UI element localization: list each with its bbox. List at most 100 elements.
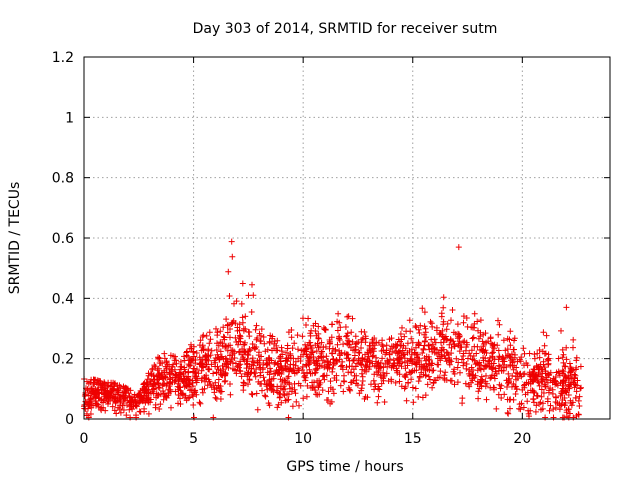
- data-point: [338, 349, 345, 356]
- data-point: [478, 362, 485, 369]
- data-point: [451, 366, 458, 373]
- data-point: [241, 370, 248, 377]
- data-point: [547, 369, 554, 376]
- data-point: [277, 358, 284, 365]
- data-point: [549, 386, 556, 393]
- data-point: [374, 399, 381, 406]
- data-point: [310, 322, 317, 329]
- data-point: [483, 350, 490, 356]
- data-point: [559, 390, 566, 397]
- data-point: [443, 336, 450, 343]
- data-point: [251, 370, 258, 377]
- data-point: [221, 336, 228, 343]
- data-point: [412, 385, 419, 392]
- data-point: [296, 402, 302, 409]
- x-tick-label: 5: [189, 431, 198, 447]
- data-point: [475, 395, 482, 402]
- data-point: [355, 349, 362, 356]
- data-point: [304, 369, 310, 376]
- data-point: [446, 358, 453, 364]
- data-point: [465, 355, 471, 362]
- data-point: [401, 385, 408, 392]
- data-point: [456, 333, 463, 339]
- data-point: [456, 348, 463, 355]
- data-point: [254, 357, 261, 364]
- data-point: [155, 381, 162, 387]
- data-point: [308, 345, 315, 352]
- data-point: [351, 372, 358, 379]
- data-point: [530, 366, 537, 373]
- data-point: [526, 413, 532, 420]
- data-point: [460, 353, 467, 359]
- data-point: [87, 396, 94, 403]
- data-point: [293, 398, 300, 405]
- data-point: [102, 385, 109, 392]
- data-point: [120, 392, 127, 399]
- data-point: [212, 394, 219, 401]
- data-point: [177, 363, 184, 370]
- data-point: [369, 339, 376, 346]
- data-point: [305, 361, 312, 368]
- data-point: [317, 353, 324, 360]
- data-point: [451, 381, 458, 388]
- data-point: [401, 351, 407, 358]
- data-point: [177, 401, 184, 407]
- data-point: [266, 339, 273, 346]
- data-point: [562, 379, 569, 386]
- data-point: [437, 368, 444, 375]
- data-point: [352, 346, 359, 353]
- data-point: [156, 385, 163, 391]
- data-point: [433, 327, 440, 334]
- data-point: [540, 390, 547, 396]
- data-point: [351, 352, 358, 359]
- data-point: [152, 401, 159, 408]
- data-point: [191, 353, 197, 360]
- data-point: [512, 383, 518, 390]
- data-point: [290, 367, 297, 374]
- data-point: [578, 384, 584, 391]
- data-point: [233, 370, 240, 377]
- data-point: [415, 393, 422, 400]
- data-point: [327, 384, 334, 391]
- data-point: [510, 346, 517, 353]
- data-point: [440, 294, 447, 301]
- data-point: [217, 348, 224, 355]
- data-points: [81, 238, 584, 421]
- data-point: [212, 379, 219, 386]
- data-point: [159, 360, 166, 367]
- data-point: [563, 356, 570, 363]
- data-point: [465, 381, 472, 388]
- data-point: [390, 363, 397, 370]
- data-point: [538, 406, 544, 413]
- data-point: [197, 400, 204, 407]
- data-point: [268, 382, 275, 389]
- y-tick-label: 0.4: [52, 291, 74, 307]
- data-point: [161, 350, 168, 357]
- data-point: [291, 340, 298, 347]
- data-point: [191, 414, 197, 421]
- data-point: [213, 369, 220, 376]
- data-point: [122, 385, 128, 392]
- data-point: [348, 379, 355, 386]
- data-point: [525, 380, 532, 387]
- data-point: [408, 376, 415, 383]
- data-point: [415, 378, 422, 385]
- data-point: [224, 322, 231, 329]
- data-point: [336, 319, 343, 326]
- y-tick-label: 1.2: [52, 50, 74, 66]
- data-point: [393, 367, 400, 374]
- data-point: [541, 364, 548, 371]
- data-point: [397, 360, 404, 367]
- data-point: [348, 369, 354, 376]
- data-point: [477, 333, 484, 340]
- data-point: [422, 334, 429, 341]
- data-point: [458, 356, 465, 363]
- data-point: [291, 380, 298, 387]
- data-point: [116, 382, 123, 389]
- data-point: [207, 336, 214, 343]
- data-point: [563, 344, 570, 351]
- data-point: [530, 378, 536, 385]
- data-point: [261, 392, 268, 399]
- data-point: [512, 351, 518, 358]
- data-point: [117, 398, 124, 405]
